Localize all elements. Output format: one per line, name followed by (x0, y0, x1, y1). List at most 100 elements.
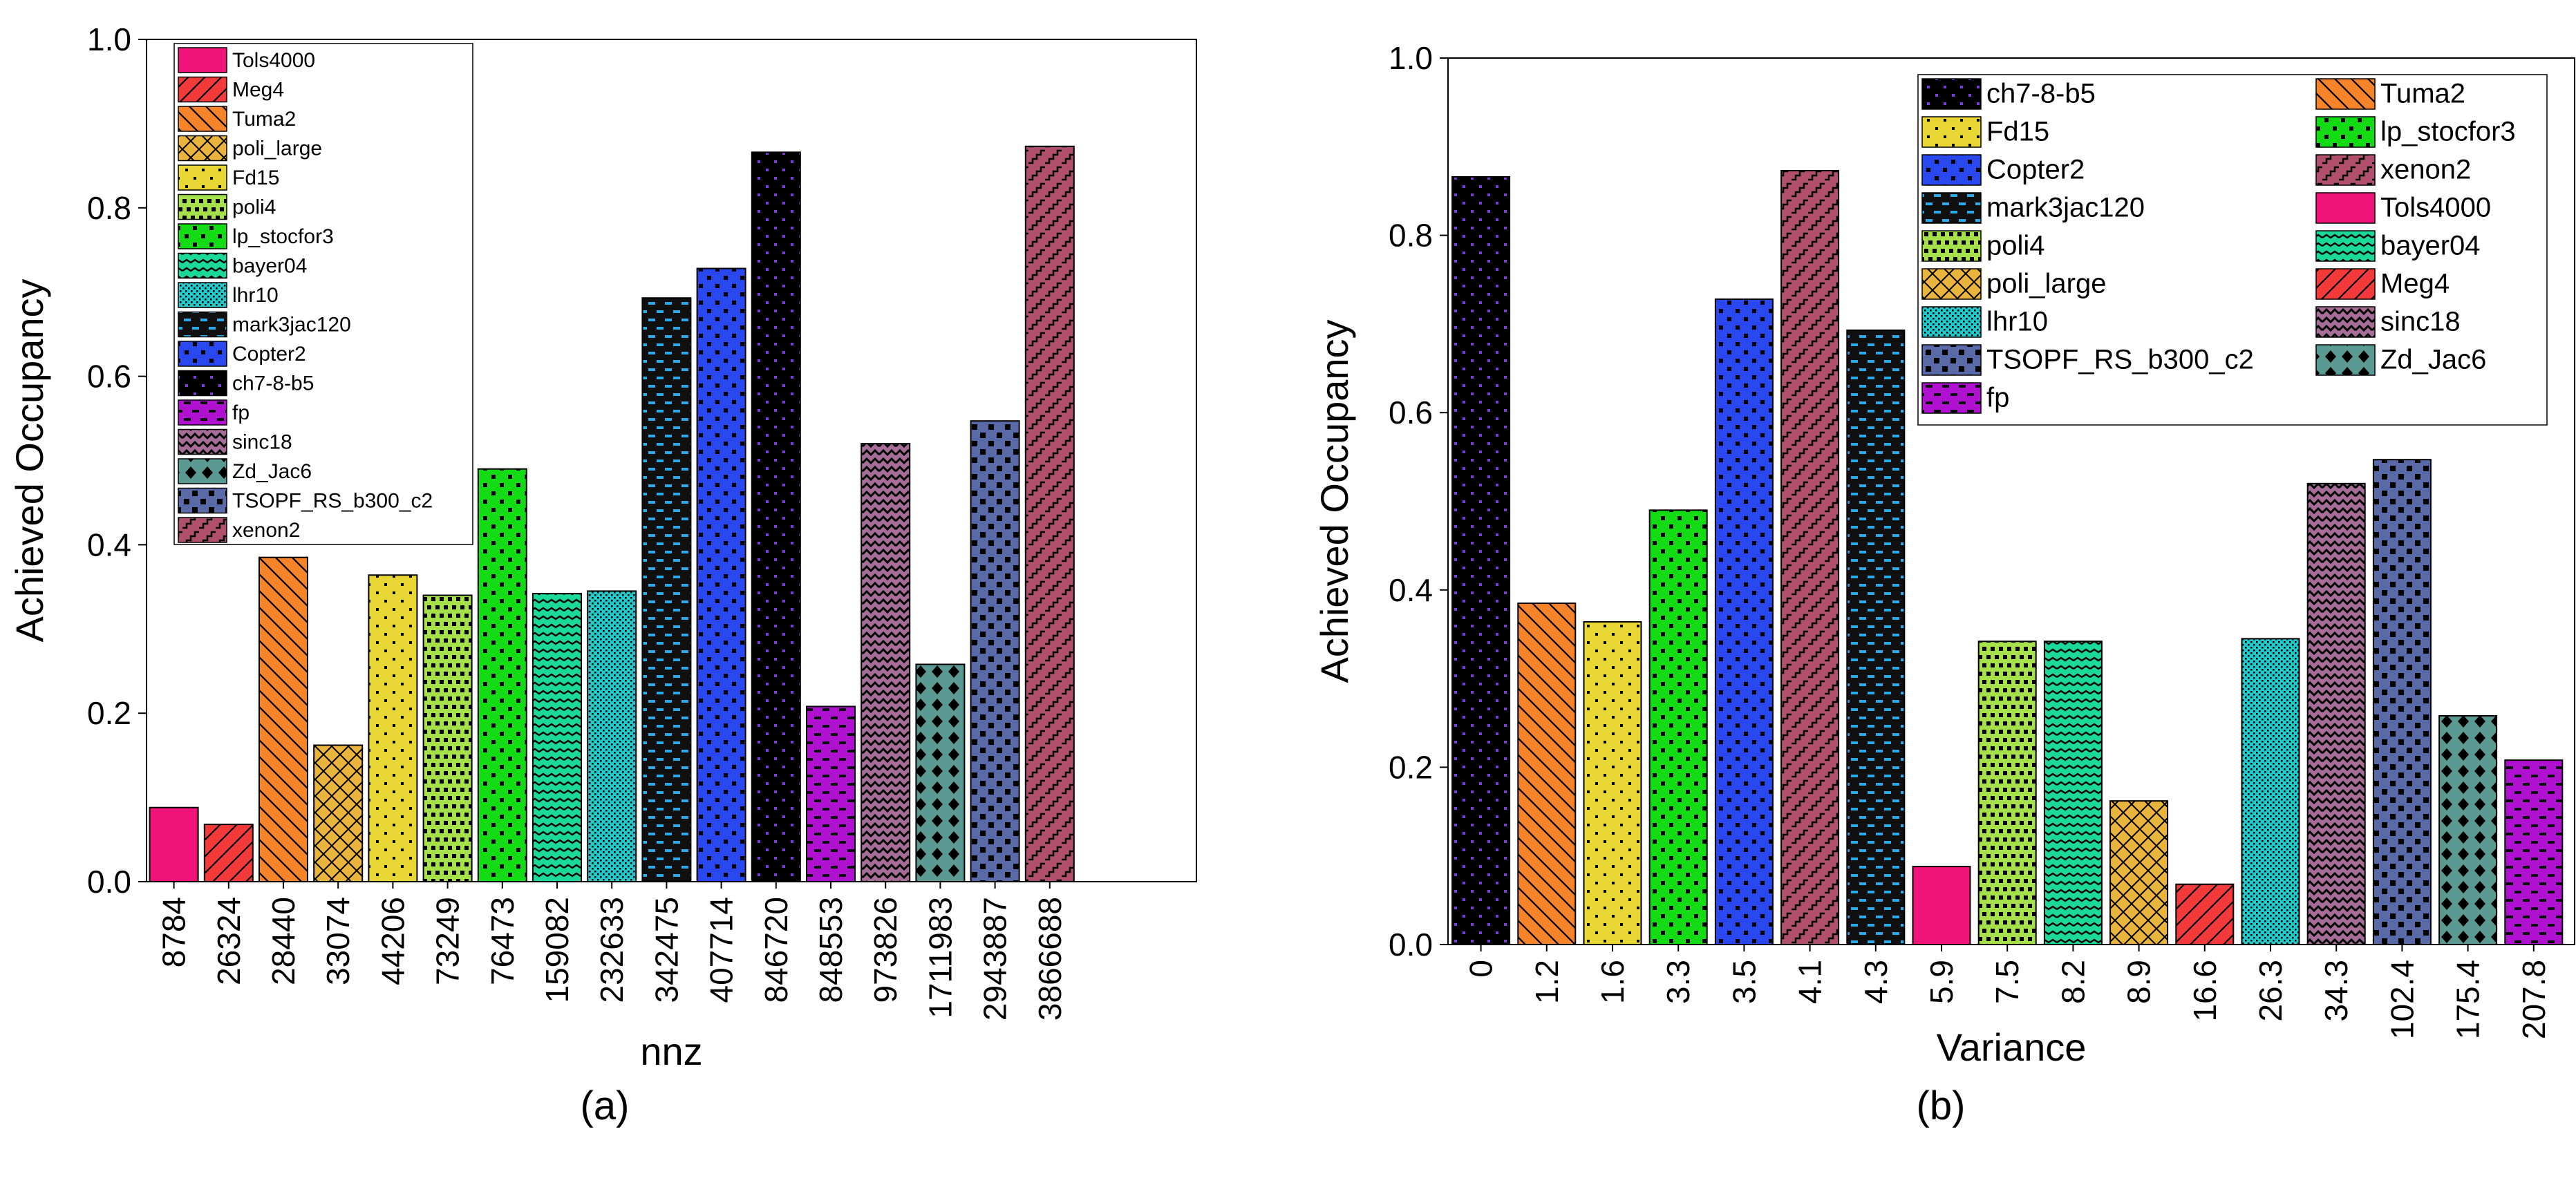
bar-lhr10 (2241, 638, 2300, 945)
bar-copter2 (696, 267, 746, 882)
legend-swatch (178, 135, 227, 162)
legend-label: mark3jac120 (1986, 192, 2145, 222)
legend-swatch (178, 341, 227, 367)
legend-item-poli-large: poli_large (1921, 268, 2106, 300)
x-tick-label: 0 (1463, 960, 1499, 978)
x-tick-label: 4.3 (1858, 960, 1894, 1004)
bar-xenon2 (1024, 145, 1075, 883)
legend-item-sinc18: sinc18 (2315, 306, 2461, 338)
x-tick-label: 8.9 (2121, 960, 2157, 1004)
x-tick-label: 342475 (648, 897, 684, 1003)
legend-item-poli-large: poli_large (178, 135, 322, 162)
bar-tols4000 (1912, 866, 1971, 945)
legend-label: poli_large (232, 138, 322, 160)
legend-swatch (178, 76, 227, 103)
x-tick-label: 846720 (758, 897, 794, 1003)
legend-swatch (1921, 306, 1982, 338)
panel-a: 0.0 0.2 0.4 0.6 0.8 1.0 Achieved Occupancy 8784… (8, 21, 1197, 1073)
bar-tsopf-rs-b300-c2 (970, 420, 1020, 882)
x-tick-label: 848553 (813, 897, 849, 1003)
legend-label: poli4 (232, 196, 276, 219)
x-tick-label: 4.1 (1792, 960, 1828, 1004)
legend-item-meg4: Meg4 (178, 76, 284, 103)
legend-swatch (2315, 192, 2376, 224)
legend-item-xenon2: xenon2 (2315, 154, 2471, 186)
legend-swatch (178, 428, 227, 455)
legend-item-fd15: Fd15 (178, 164, 279, 191)
y-tick-label: 0.8 (87, 190, 131, 226)
legend-label: Fd15 (232, 167, 279, 189)
x-tick-label: 102.4 (2384, 960, 2420, 1039)
legend-item-meg4: Meg4 (2315, 268, 2450, 300)
legend-swatch (2315, 78, 2376, 110)
y-tick-label: 0.6 (87, 359, 131, 395)
legend-item-zd-jac6: Zd_Jac6 (178, 458, 312, 484)
y-tick-label: 1.0 (87, 21, 131, 57)
legend-item-tols4000: Tols4000 (178, 47, 315, 73)
x-tick-label: 1.2 (1529, 960, 1565, 1004)
legend-swatch (178, 399, 227, 426)
x-tick-label: 28440 (265, 897, 301, 985)
bar-lp-stocfor3 (477, 468, 527, 882)
legend-item-bayer04: bayer04 (178, 252, 307, 279)
bar-meg4 (203, 824, 254, 883)
x-tick-label: 8784 (156, 897, 192, 967)
legend-swatch (178, 252, 227, 279)
legend-label: mark3jac120 (232, 314, 351, 336)
legend-label: Tols4000 (232, 49, 315, 72)
legend-label: ch7-8-b5 (232, 372, 314, 395)
legend-swatch (2315, 344, 2376, 376)
legend-item-copter2: Copter2 (1921, 154, 2085, 186)
legend-label: Tuma2 (2380, 78, 2465, 108)
x-tick-label: 26324 (211, 897, 247, 985)
legend-item-tols4000: Tols4000 (2315, 192, 2491, 224)
legend-swatch (178, 47, 227, 73)
bar-fd15 (1583, 620, 1642, 945)
caption-b: (b) (1917, 1083, 1966, 1128)
legend-swatch (2315, 230, 2376, 262)
x-tick-label: 3866688 (1032, 897, 1068, 1021)
legend-label: lp_stocfor3 (2380, 116, 2516, 146)
legend-swatch (178, 164, 227, 191)
legend-item-tuma2: Tuma2 (2315, 78, 2465, 110)
legend-item-poli4: poli4 (1921, 230, 2045, 262)
x-tick-label: 5.9 (1924, 960, 1959, 1004)
legend-item-ch7-8-b5: ch7-8-b5 (1921, 78, 2096, 110)
bar-lp-stocfor3 (1648, 509, 1708, 945)
legend-label: fp (232, 401, 250, 424)
x-tick-label: 207.8 (2516, 960, 2552, 1039)
bar-poli4 (422, 594, 473, 882)
x-tick-label: 407714 (704, 897, 740, 1003)
x-tick-label: 73249 (430, 897, 466, 985)
legend-swatch (2315, 268, 2376, 300)
panel-b: 0.0 0.2 0.4 0.6 0.8 1.0 Achieved Occupancy 0 1.2… (1313, 40, 2575, 1069)
legend-label: fp (1986, 382, 2009, 413)
bar-poli4 (1977, 641, 2037, 945)
bar-sinc18 (861, 443, 911, 882)
legend-label: bayer04 (232, 255, 307, 278)
legend-item-mark3jac120: mark3jac120 (1921, 192, 2145, 224)
x-axis-label: nnz (640, 1030, 702, 1073)
legend-swatch (178, 517, 227, 543)
legend-item-sinc18: sinc18 (178, 428, 292, 455)
bar-tuma2 (1517, 603, 1577, 945)
legend-label: TSOPF_RS_b300_c2 (1986, 344, 2254, 375)
legend-swatch (178, 282, 227, 308)
bar-poli-large (313, 744, 364, 882)
x-tick-label: 1711983 (922, 897, 958, 1018)
x-tick-label: 1.6 (1595, 960, 1630, 1004)
legend-swatch (178, 487, 227, 514)
legend-item-copter2: Copter2 (178, 341, 306, 367)
bar-tsopf-rs-b300-c2 (2372, 459, 2432, 945)
legend-label: Meg4 (232, 79, 284, 102)
legend-label: bayer04 (2380, 230, 2481, 260)
legend-label: Copter2 (232, 343, 306, 366)
bar-fp (806, 705, 856, 882)
legend-item-lp-stocfor3: lp_stocfor3 (2315, 116, 2516, 148)
x-tick-label: 33074 (320, 897, 356, 985)
bar-tols4000 (149, 806, 199, 883)
legend-swatch (178, 193, 227, 220)
y-tick-label: 0.2 (87, 695, 131, 731)
bar-xenon2 (1780, 169, 1840, 945)
legend-swatch (1921, 382, 1982, 414)
